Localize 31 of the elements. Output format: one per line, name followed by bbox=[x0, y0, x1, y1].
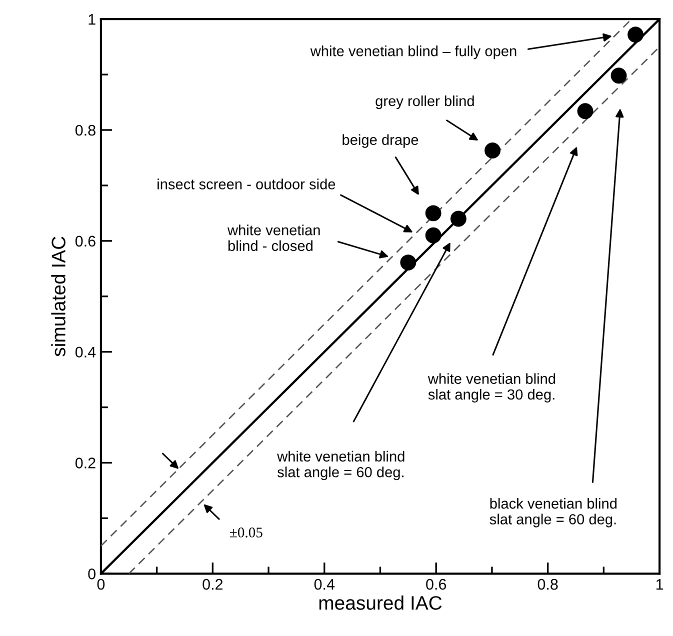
y-axis-title: simulated IAC bbox=[51, 236, 66, 356]
point bbox=[484, 142, 500, 158]
x-tick-label: 1 bbox=[656, 579, 664, 590]
point bbox=[450, 210, 466, 227]
annotation: grey roller blind bbox=[376, 95, 474, 110]
x-axis-title: measured IAC bbox=[319, 596, 442, 610]
annotation: ±0.05 bbox=[230, 528, 262, 538]
annotation: white venetian blind – fully open bbox=[310, 46, 516, 60]
point bbox=[425, 227, 442, 244]
x-tick-label: 0.4 bbox=[314, 578, 335, 590]
y-tick-label: 1 bbox=[88, 14, 96, 25]
annotation: insect screen - outdoor side bbox=[158, 178, 336, 190]
point bbox=[425, 205, 442, 222]
y-tick-label: 0.6 bbox=[75, 236, 96, 247]
annotation: white venetian blind slat angle = 30 deg. bbox=[428, 373, 556, 403]
y-tick-label: 0 bbox=[88, 568, 96, 580]
annotation: white venetian blind slat angle = 60 deg. bbox=[277, 450, 404, 480]
point bbox=[610, 68, 627, 84]
x-tick-label: 0.2 bbox=[202, 578, 223, 590]
point bbox=[400, 254, 416, 271]
y-tick-label: 0.4 bbox=[75, 346, 96, 358]
annotation: black venetian blind slat angle = 60 deg. bbox=[490, 498, 617, 528]
y-tick-label: 0.2 bbox=[75, 458, 96, 468]
annotation: beige drape bbox=[342, 134, 418, 148]
y-tick-label: 0.8 bbox=[75, 124, 96, 136]
point bbox=[577, 103, 594, 120]
x-tick-label: 0.6 bbox=[426, 578, 446, 590]
annotation: white venetian blind - closed bbox=[227, 224, 320, 252]
x-tick-label: 0.8 bbox=[538, 578, 558, 590]
x-tick-label: 0 bbox=[97, 578, 105, 590]
point bbox=[628, 26, 644, 43]
